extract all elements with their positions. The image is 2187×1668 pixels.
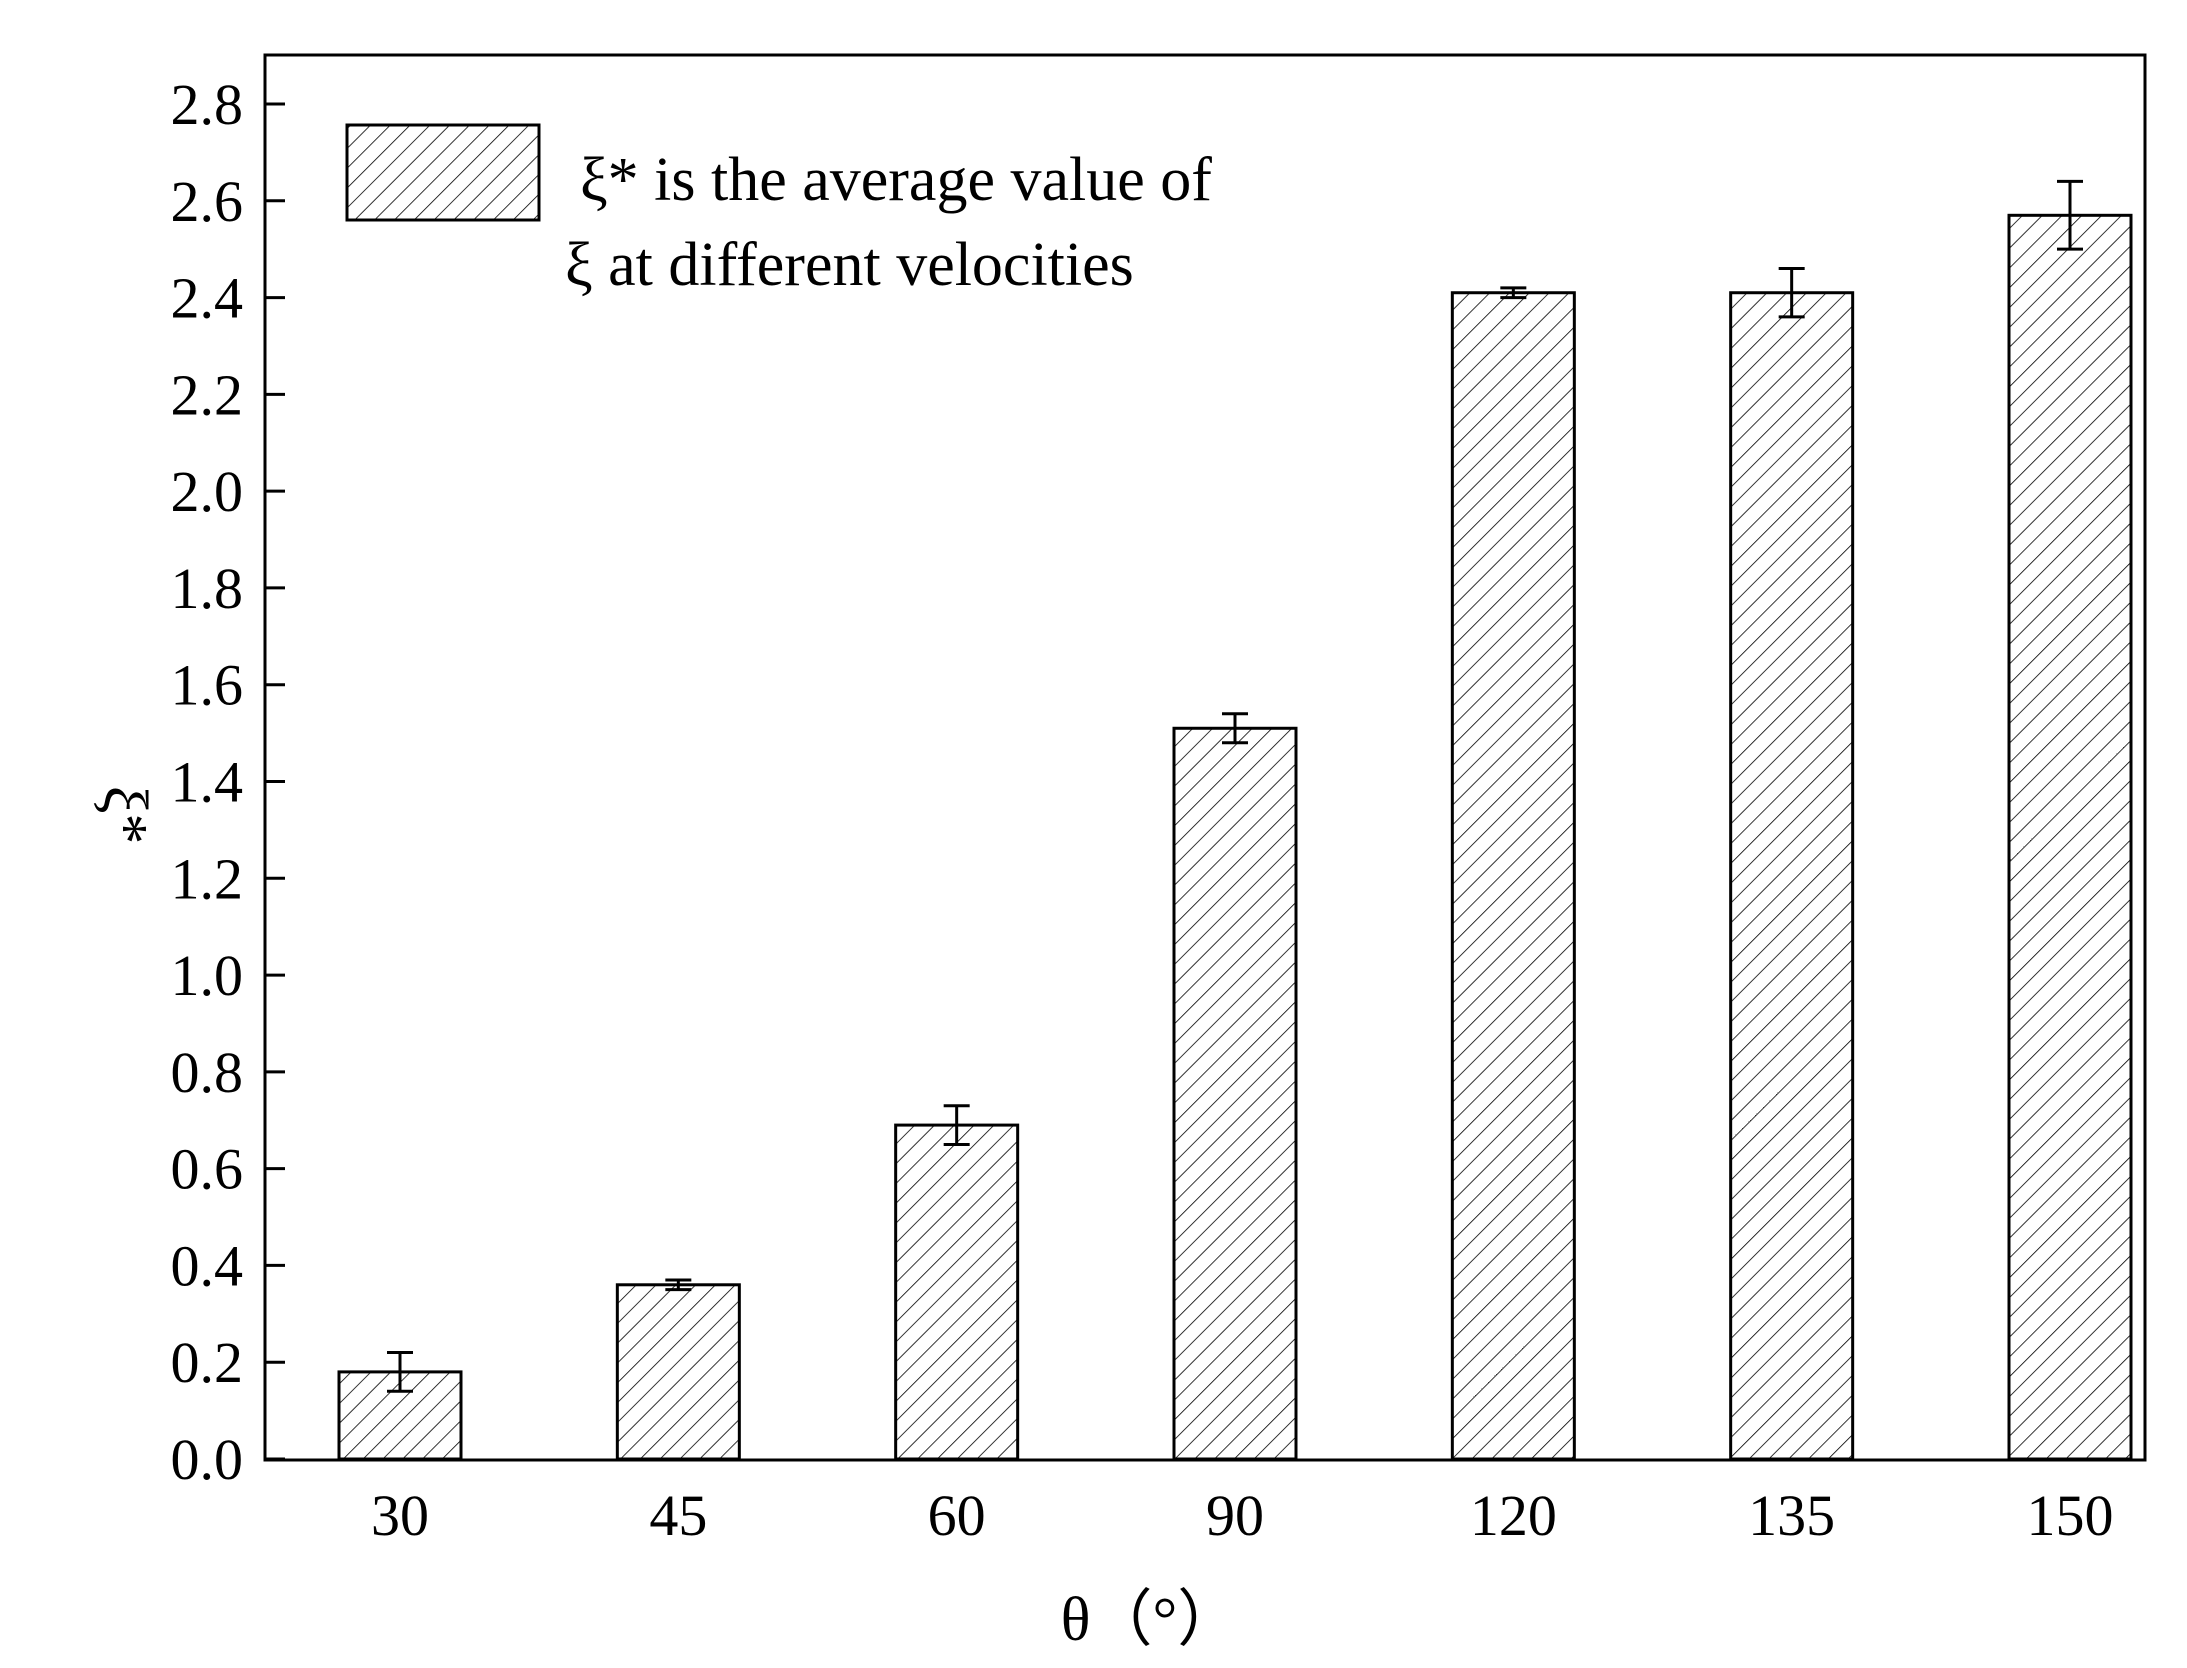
y-tick-label: 2.0 [171,459,244,524]
error-bars [387,179,2083,1393]
x-axis-title: θ（°） [1061,1586,1240,1654]
x-tick-label: 90 [1206,1483,1264,1548]
x-tick-label: 30 [371,1483,429,1548]
error-bar-30 [387,1351,413,1393]
y-tick-label: 1.0 [171,943,244,1008]
y-tick-label: 2.6 [171,169,244,234]
bar-150 [2007,213,2133,1461]
y-tick-label: 1.2 [171,846,244,911]
legend-text-line1: ξ* is the average value of [580,146,1212,214]
legend-swatch [345,123,541,222]
bar-90 [1172,726,1298,1461]
y-tick-label: 0.0 [171,1427,244,1492]
y-tick-label: 0.6 [171,1137,244,1202]
y-tick-label: 1.4 [171,750,244,815]
y-tick-label: 1.8 [171,556,244,621]
error-bar-120 [1500,286,1527,300]
x-tick-label: 60 [928,1483,986,1548]
bar-45 [615,1283,741,1461]
x-tick-label: 150 [2027,1483,2114,1548]
bars [337,213,2133,1461]
error-bar-90 [1222,712,1248,745]
error-bar-135 [1778,267,1805,319]
y-tick-label: 2.4 [171,266,244,331]
legend-text-line2: ξ at different velocities [565,231,1134,299]
x-tick-label: 135 [1748,1483,1835,1548]
x-tick-label: 45 [649,1483,707,1548]
x-tick-label: 120 [1470,1483,1557,1548]
error-bar-60 [943,1104,970,1146]
bar-120 [1450,291,1576,1461]
y-tick-label: 0.4 [171,1233,244,1298]
y-tick-label: 0.8 [171,1040,244,1105]
error-bar-45 [665,1278,692,1292]
error-bar-150 [2057,179,2083,251]
y-tick-label: 2.8 [171,72,244,137]
x-axis-ticks: 30 45 60 90 120 135 150 [371,1483,2114,1548]
y-tick-label: 0.2 [171,1330,244,1395]
y-axis-title: ξ* [91,786,159,845]
y-tick-label: 1.6 [171,653,244,718]
y-axis-ticks: 0.0 0.2 0.4 0.6 0.8 1.0 1.2 1.4 1.6 1.8 2.0 2.2 2.4 2… [171,72,285,1492]
y-tick-label: 2.2 [171,362,244,427]
bar-60 [894,1123,1020,1461]
bar-135 [1729,291,1855,1461]
legend: ξ* is the average value of ξ at differen… [345,123,1212,299]
